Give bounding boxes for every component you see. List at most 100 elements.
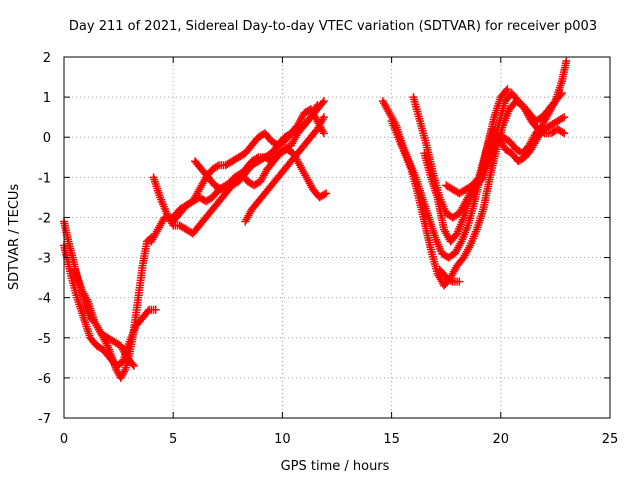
y-tick-labels: -7 -6 -5 -4 -3 -2 -1 0 1 2 bbox=[38, 51, 51, 427]
series-marker bbox=[312, 103, 321, 112]
series-marker bbox=[78, 311, 87, 320]
series-marker bbox=[63, 235, 72, 244]
series-marker bbox=[124, 340, 133, 349]
series-marker bbox=[258, 192, 267, 201]
series-marker bbox=[185, 199, 194, 208]
x-tick-label: 15 bbox=[383, 432, 400, 447]
series-marker bbox=[445, 275, 454, 284]
series-marker bbox=[273, 152, 282, 161]
axis-ticks bbox=[63, 56, 611, 419]
series-marker bbox=[149, 305, 158, 314]
series-marker bbox=[218, 192, 227, 201]
series-marker bbox=[557, 79, 566, 88]
series-marker bbox=[224, 159, 233, 168]
series-marker bbox=[543, 111, 552, 120]
series-marker bbox=[208, 178, 217, 187]
series-marker bbox=[219, 161, 228, 170]
series-marker bbox=[291, 152, 300, 161]
series-marker bbox=[543, 123, 552, 132]
series-marker bbox=[120, 367, 129, 376]
y-tick-label: -2 bbox=[38, 211, 51, 226]
chart-title: Day 211 of 2021, Sidereal Day-to-day VTE… bbox=[69, 19, 597, 34]
series-marker bbox=[415, 114, 424, 123]
series-marker bbox=[456, 239, 465, 248]
series-marker bbox=[318, 98, 327, 107]
y-tick-label: 1 bbox=[43, 91, 51, 106]
series-marker bbox=[556, 115, 565, 124]
series-marker bbox=[518, 101, 527, 110]
x-axis-label: GPS time / hours bbox=[281, 459, 390, 474]
series-marker bbox=[161, 207, 170, 216]
series-marker bbox=[522, 144, 531, 153]
y-tick-label: -4 bbox=[38, 292, 51, 307]
series-marker bbox=[486, 147, 495, 156]
series-marker bbox=[450, 232, 459, 241]
series-marker bbox=[82, 295, 91, 304]
series-marker bbox=[502, 135, 511, 144]
y-tick-label: 2 bbox=[43, 51, 51, 66]
series-marker bbox=[463, 223, 472, 232]
series-marker bbox=[251, 200, 260, 209]
series-marker bbox=[113, 339, 122, 348]
y-tick-label: -7 bbox=[38, 412, 51, 427]
series-marker bbox=[76, 283, 85, 292]
series-marker bbox=[318, 191, 327, 200]
series-marker bbox=[531, 121, 540, 130]
plot-frame bbox=[63, 56, 611, 419]
data-markers bbox=[60, 57, 571, 382]
series-marker bbox=[511, 93, 520, 102]
y-axis-label: SDTVAR / TECUs bbox=[7, 184, 22, 291]
y-tick-label: -1 bbox=[38, 171, 51, 186]
series-marker bbox=[72, 291, 81, 300]
series-marker bbox=[430, 231, 439, 240]
series-marker bbox=[320, 190, 329, 199]
series-marker bbox=[100, 331, 109, 340]
series-marker bbox=[155, 191, 164, 200]
series-marker bbox=[384, 107, 393, 116]
series-marker bbox=[439, 270, 448, 279]
series-marker bbox=[318, 115, 327, 124]
series-marker bbox=[294, 159, 303, 168]
series-marker bbox=[465, 183, 474, 192]
series-marker bbox=[142, 239, 151, 248]
series-marker bbox=[457, 256, 466, 265]
series-marker bbox=[471, 227, 480, 236]
series-marker bbox=[317, 100, 326, 109]
series-marker bbox=[500, 88, 509, 97]
series-marker bbox=[304, 116, 313, 125]
x-tick-label: 20 bbox=[493, 432, 510, 447]
series-marker bbox=[426, 170, 435, 179]
series-marker bbox=[452, 211, 461, 220]
series-marker bbox=[406, 163, 415, 172]
series-marker bbox=[277, 139, 286, 148]
series-marker bbox=[237, 151, 246, 160]
series-marker bbox=[128, 360, 137, 369]
series-marker bbox=[517, 155, 526, 164]
series-marker bbox=[142, 308, 151, 317]
series-marker bbox=[485, 175, 494, 184]
series-marker bbox=[550, 99, 559, 108]
series-marker bbox=[413, 186, 422, 195]
series-marker bbox=[509, 142, 518, 151]
series-marker bbox=[286, 147, 295, 156]
series-marker bbox=[227, 176, 236, 185]
series-marker bbox=[453, 277, 462, 286]
series-marker bbox=[312, 190, 321, 199]
series-marker bbox=[271, 176, 280, 185]
series-marker bbox=[537, 127, 546, 136]
series-marker bbox=[201, 170, 210, 179]
y-tick-label: -5 bbox=[38, 332, 51, 347]
series-marker bbox=[458, 187, 467, 196]
series-marker bbox=[213, 162, 222, 171]
series-marker bbox=[511, 154, 520, 163]
x-tick-label: 10 bbox=[274, 432, 291, 447]
series-marker bbox=[109, 358, 118, 367]
series-marker bbox=[267, 160, 276, 169]
series-marker bbox=[538, 128, 547, 137]
series-marker bbox=[205, 195, 214, 204]
x-tick-labels: 0 5 10 15 20 25 bbox=[60, 432, 618, 447]
series-marker bbox=[318, 127, 327, 136]
series-marker bbox=[509, 100, 518, 109]
series-marker bbox=[502, 86, 511, 95]
y-tick-label: -3 bbox=[38, 252, 51, 267]
